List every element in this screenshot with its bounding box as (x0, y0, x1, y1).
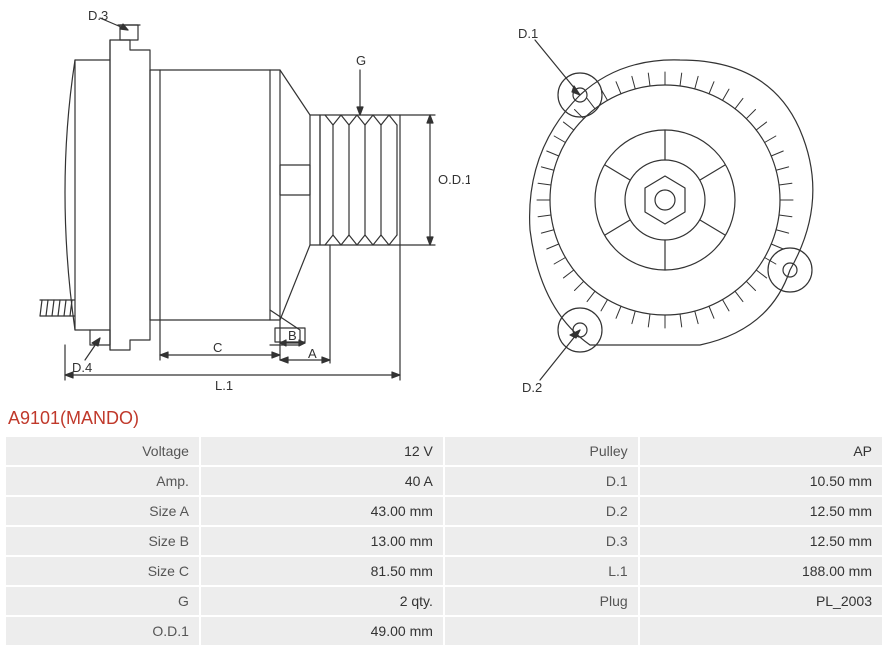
spec-value: 12.50 mm (640, 497, 882, 525)
label-d3: D.3 (88, 8, 108, 23)
part-title: A9101(MANDO) (8, 408, 889, 429)
label-a: A (308, 346, 317, 361)
spec-label: D.2 (445, 497, 638, 525)
spec-value: AP (640, 437, 882, 465)
spec-table: Voltage12 VPulleyAP Amp.40 AD.110.50 mm Si… (4, 435, 884, 647)
label-g: G (356, 53, 366, 68)
spec-value: 12.50 mm (640, 527, 882, 555)
spec-value: 13.00 mm (201, 527, 443, 555)
spec-value: PL_2003 (640, 587, 882, 615)
spec-label: Pulley (445, 437, 638, 465)
spec-label: D.1 (445, 467, 638, 495)
label-d4: D.4 (72, 360, 92, 375)
spec-value: 12 V (201, 437, 443, 465)
technical-drawings: D.3 D.4 G O.D.1 A B C L.1 (0, 0, 889, 400)
spec-label: G (6, 587, 199, 615)
spec-label: L.1 (445, 557, 638, 585)
spec-value: 40 A (201, 467, 443, 495)
label-d1: D.1 (518, 26, 538, 41)
spec-label: Voltage (6, 437, 199, 465)
side-view-drawing: D.3 D.4 G O.D.1 A B C L.1 (0, 0, 470, 400)
spec-label: Size C (6, 557, 199, 585)
label-d2: D.2 (522, 380, 542, 395)
spec-label: Plug (445, 587, 638, 615)
spec-label: Amp. (6, 467, 199, 495)
label-c: C (213, 340, 222, 355)
spec-label: Size A (6, 497, 199, 525)
spec-label (445, 617, 638, 645)
spec-value: 10.50 mm (640, 467, 882, 495)
label-b: B (288, 328, 297, 343)
spec-label: D.3 (445, 527, 638, 555)
spec-label: Size B (6, 527, 199, 555)
label-l1: L.1 (215, 378, 233, 393)
spec-value: 2 qty. (201, 587, 443, 615)
spec-value (640, 617, 882, 645)
spec-label: O.D.1 (6, 617, 199, 645)
spec-value: 81.50 mm (201, 557, 443, 585)
spec-value: 188.00 mm (640, 557, 882, 585)
label-od1: O.D.1 (438, 172, 470, 187)
spec-value: 43.00 mm (201, 497, 443, 525)
front-view-drawing: D.1 D.2 (470, 0, 889, 400)
spec-value: 49.00 mm (201, 617, 443, 645)
